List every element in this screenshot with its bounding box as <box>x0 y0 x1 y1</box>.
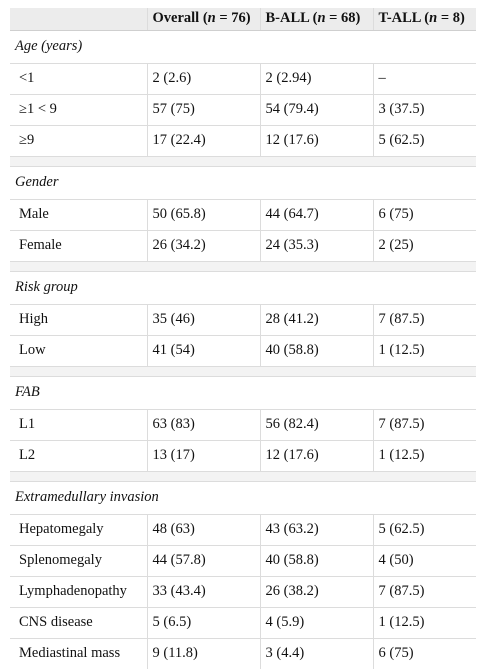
table-row: Lymphadenopathy 33 (43.4) 26 (38.2) 7 (87.5… <box>10 576 476 608</box>
table-cell: 7 (87.5) <box>373 409 476 441</box>
table-cell: 6 (75) <box>373 199 476 231</box>
table-cell: 12 (17.6) <box>260 440 374 472</box>
table-cell: 57 (75) <box>147 94 261 126</box>
table-cell: – <box>373 63 476 95</box>
section-header-row: Gender <box>10 166 476 200</box>
table-row: Hepatomegaly 48 (63) 43 (63.2) 5 (62.5) <box>10 514 476 546</box>
table-cell: 17 (22.4) <box>147 125 261 157</box>
table-cell: 63 (83) <box>147 409 261 441</box>
row-label: Low <box>10 335 148 367</box>
table-cell: 33 (43.4) <box>147 576 261 608</box>
table-row: ≥1 < 9 57 (75) 54 (79.4) 3 (37.5) <box>10 94 476 126</box>
section-title: Risk group <box>10 271 476 305</box>
row-label: CNS disease <box>10 607 148 639</box>
table-cell: 26 (38.2) <box>260 576 374 608</box>
table-cell: 4 (5.9) <box>260 607 374 639</box>
table-cell: 44 (57.8) <box>147 545 261 577</box>
table-cell: 3 (37.5) <box>373 94 476 126</box>
table-cell: 5 (62.5) <box>373 125 476 157</box>
table-row: High 35 (46) 28 (41.2) 7 (87.5) <box>10 304 476 336</box>
table-cell: 1 (12.5) <box>373 440 476 472</box>
table-cell: 24 (35.3) <box>260 230 374 262</box>
row-label: Lymphadenopathy <box>10 576 148 608</box>
section-spacer <box>10 471 476 482</box>
spacer-cell <box>10 366 476 377</box>
table-row: <1 2 (2.6) 2 (2.94) – <box>10 63 476 95</box>
table-cell: 43 (63.2) <box>260 514 374 546</box>
section-header-row: Extramedullary invasion <box>10 481 476 515</box>
header-t-all: T-ALL (n = 8) <box>373 8 476 31</box>
table-cell: 54 (79.4) <box>260 94 374 126</box>
table-cell: 4 (50) <box>373 545 476 577</box>
table-row: Splenomegaly 44 (57.8) 40 (58.8) 4 (50) <box>10 545 476 577</box>
table-cell: 7 (87.5) <box>373 304 476 336</box>
table-cell: 7 (87.5) <box>373 576 476 608</box>
section-spacer <box>10 366 476 377</box>
table-row: CNS disease 5 (6.5) 4 (5.9) 1 (12.5) <box>10 607 476 639</box>
row-label: Male <box>10 199 148 231</box>
spacer-cell <box>10 471 476 482</box>
row-label: Hepatomegaly <box>10 514 148 546</box>
header-overall: Overall (n = 76) <box>147 8 261 31</box>
table-row: Mediastinal mass 9 (11.8) 3 (4.4) 6 (75) <box>10 638 476 669</box>
table-cell: 3 (4.4) <box>260 638 374 669</box>
section-spacer <box>10 156 476 167</box>
section-title: Age (years) <box>10 30 476 64</box>
table-cell: 9 (11.8) <box>147 638 261 669</box>
row-label: High <box>10 304 148 336</box>
spacer-cell <box>10 261 476 272</box>
table-row: Female 26 (34.2) 24 (35.3) 2 (25) <box>10 230 476 262</box>
table-cell: 12 (17.6) <box>260 125 374 157</box>
table-cell: 5 (62.5) <box>373 514 476 546</box>
row-label: ≥1 < 9 <box>10 94 148 126</box>
row-label: ≥9 <box>10 125 148 157</box>
section-spacer <box>10 261 476 272</box>
row-label: Splenomegaly <box>10 545 148 577</box>
table-cell: 2 (25) <box>373 230 476 262</box>
section-header-row: Risk group <box>10 271 476 305</box>
table-cell: 40 (58.8) <box>260 335 374 367</box>
table-cell: 41 (54) <box>147 335 261 367</box>
table-cell: 50 (65.8) <box>147 199 261 231</box>
table-row: L2 13 (17) 12 (17.6) 1 (12.5) <box>10 440 476 472</box>
section-title: FAB <box>10 376 476 410</box>
table-cell: 48 (63) <box>147 514 261 546</box>
table-row: L1 63 (83) 56 (82.4) 7 (87.5) <box>10 409 476 441</box>
row-label: L2 <box>10 440 148 472</box>
header-blank-cell <box>10 8 148 31</box>
table-cell: 28 (41.2) <box>260 304 374 336</box>
table-cell: 1 (12.5) <box>373 335 476 367</box>
characteristics-table: Overall (n = 76) B-ALL (n = 68) T-ALL (n… <box>10 8 476 669</box>
header-row: Overall (n = 76) B-ALL (n = 68) T-ALL (n… <box>10 8 476 31</box>
table-cell: 13 (17) <box>147 440 261 472</box>
table-cell: 6 (75) <box>378 645 414 662</box>
row-label: <1 <box>10 63 148 95</box>
table-cell: 1 (12.5) <box>373 607 476 639</box>
table-cell: 44 (64.7) <box>260 199 374 231</box>
row-label: L1 <box>10 409 148 441</box>
section-title: Extramedullary invasion <box>10 481 476 515</box>
section-title: Gender <box>10 166 476 200</box>
header-b-all: B-ALL (n = 68) <box>260 8 374 31</box>
section-header-row: Age (years) <box>10 30 476 64</box>
table-row: Low 41 (54) 40 (58.8) 1 (12.5) <box>10 335 476 367</box>
table-cell: 56 (82.4) <box>260 409 374 441</box>
table-cell: 26 (34.2) <box>147 230 261 262</box>
spacer-cell <box>10 156 476 167</box>
table-cell: 2 (2.6) <box>147 63 261 95</box>
table-row: ≥9 17 (22.4) 12 (17.6) 5 (62.5) <box>10 125 476 157</box>
row-label: Mediastinal mass <box>10 638 148 669</box>
row-label: Female <box>10 230 148 262</box>
table-cell: 40 (58.8) <box>260 545 374 577</box>
table-row: Male 50 (65.8) 44 (64.7) 6 (75) <box>10 199 476 231</box>
table-cell: 35 (46) <box>147 304 261 336</box>
section-header-row: FAB <box>10 376 476 410</box>
table-cell: 5 (6.5) <box>147 607 261 639</box>
table-cell: 2 (2.94) <box>260 63 374 95</box>
